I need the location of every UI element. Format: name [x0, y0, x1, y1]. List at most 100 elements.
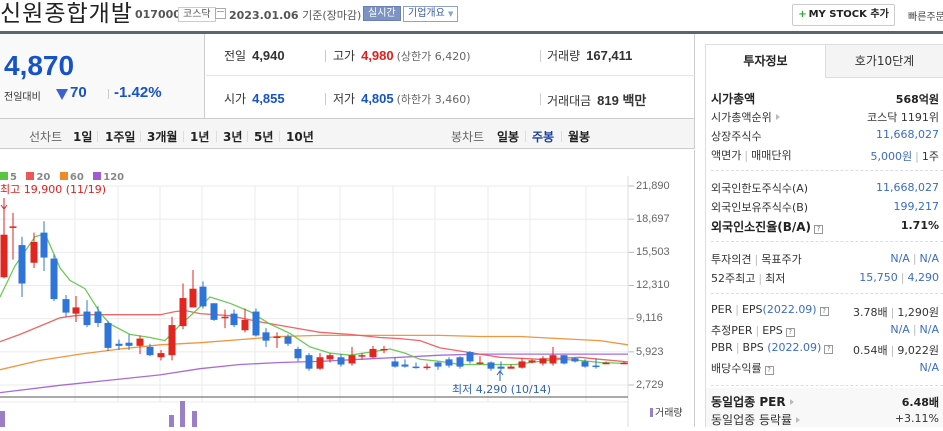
panel-divider — [0, 118, 695, 119]
market-cap-rank-value: 코스닥 1191위 — [867, 111, 939, 124]
period-3y[interactable]: 3년 — [223, 130, 243, 144]
par-value-amount: 5,000원 — [870, 150, 913, 163]
trade-amount-value: 819 백만 — [597, 93, 647, 108]
separator — [279, 131, 280, 142]
est-per-eps-label: 추정PER | EPS? — [711, 322, 795, 338]
arrow-right-icon — [775, 114, 780, 120]
week52-label: 52주최고 | 최저 — [711, 272, 786, 285]
quick-order-link[interactable]: 빠른주문 — [908, 12, 943, 23]
par-value-label: 액면가 | 매매단위 — [711, 149, 792, 162]
y-tick: 5,923 — [636, 346, 664, 358]
low-price: 저가 4,805 (하한가 3,460) — [333, 90, 471, 107]
trade-amount-label: 거래대금 — [547, 94, 592, 108]
separator — [97, 131, 98, 142]
week52-low-label: 최저 — [765, 272, 786, 285]
low-annotation: 최저 4,290 (10/14) — [452, 383, 552, 396]
prev-close-label: 전일 — [224, 49, 247, 63]
dividend-label: 배당수익률? — [711, 360, 774, 376]
foreign-holding-value: 199,217 — [893, 200, 940, 213]
my-stock-add-button[interactable]: + MY STOCK 추가 — [792, 4, 895, 26]
candle-monthly[interactable]: 월봉 — [568, 130, 591, 144]
y-tick: 9,116 — [636, 312, 663, 324]
separator — [108, 89, 109, 99]
y-tick: 12,310 — [636, 279, 670, 291]
change-percent: -1.42% — [114, 84, 162, 101]
upper-limit: (상한가 6,420) — [396, 50, 471, 63]
low-value: 4,805 — [361, 91, 394, 106]
par-value: 5,000원 | 1주 — [870, 150, 939, 163]
low-label: 저가 — [333, 92, 356, 106]
pbr-text: PBR — [711, 341, 733, 354]
lower-limit: (하한가 3,460) — [396, 93, 471, 106]
company-name: 신원종합개발 — [0, 1, 133, 27]
period-5y[interactable]: 5년 — [254, 130, 274, 144]
industry-per-link[interactable]: 동일업종 PER — [711, 393, 794, 410]
prev-close-value: 4,940 — [252, 48, 285, 63]
line-chart-label: 선차트 — [29, 130, 63, 144]
candle-chart-label: 봉차트 — [451, 130, 485, 144]
ma-legend: 5 20 60 120 — [0, 172, 124, 183]
company-overview-dropdown[interactable]: 기업개요 ▼ — [403, 6, 459, 22]
foreign-ratio-value: 1.71% — [900, 219, 939, 232]
candle-weekly[interactable]: 주봉 — [532, 130, 555, 144]
y-tick: 15,503 — [636, 246, 670, 258]
foreign-ratio-label: 외국인소진율(B/A)? — [711, 218, 824, 235]
pbr-period: (2022.09) — [767, 341, 822, 354]
est-per-value: N/A — [890, 323, 910, 336]
foreign-limit-value: 11,668,027 — [876, 181, 939, 194]
high-price: 고가 4,980 (상한가 6,420) — [333, 47, 471, 64]
period-1w[interactable]: 1주일 — [105, 130, 136, 144]
foreign-holding-label: 외국인보유주식수(B) — [711, 201, 809, 214]
candle-daily[interactable]: 일봉 — [497, 130, 520, 144]
tab-order-book[interactable]: 호가10단계 — [826, 44, 943, 78]
help-icon[interactable]: ? — [785, 328, 795, 337]
high-annotation: 최고 19,900 (11/19) — [0, 183, 107, 196]
high-label: 고가 — [333, 49, 356, 63]
period-3m[interactable]: 3개월 — [147, 130, 178, 144]
period-10y[interactable]: 10년 — [286, 130, 314, 144]
market-cap-rank-label: 시가총액순위 — [711, 111, 772, 124]
market-cap-label: 시가총액 — [711, 92, 756, 106]
listed-shares-value: 11,668,027 — [876, 128, 939, 141]
divider — [711, 385, 943, 386]
est-eps-text: EPS — [762, 324, 783, 337]
chevron-down-icon: ▼ — [448, 10, 454, 18]
pbr-bps-value: 0.54배 | 9,022원 — [853, 344, 939, 357]
high-value: 4,980 — [361, 48, 394, 63]
foreign-ratio-text: 외국인소진율(B/A) — [711, 220, 812, 234]
ma5-label: 5 — [10, 172, 17, 183]
bps-text: BPS — [742, 341, 764, 354]
stock-chart[interactable] — [0, 150, 695, 427]
change-label: 전일대비 — [4, 92, 41, 103]
industry-change-link[interactable]: 동일업종 등락률 — [711, 411, 801, 428]
down-arrow-icon — [56, 89, 68, 100]
realtime-button[interactable]: 실시간 — [363, 6, 401, 21]
row-divider — [206, 75, 695, 76]
week52-high-value: 15,750 — [859, 271, 898, 284]
candlestick-chart — [0, 176, 634, 427]
week52-value: 15,750 | 4,290 — [859, 271, 939, 284]
volume-legend: 거래량 — [650, 404, 683, 419]
help-icon[interactable]: ? — [814, 225, 824, 234]
stock-code: 017000 — [135, 8, 181, 21]
dividend-text: 배당수익률 — [711, 362, 762, 375]
help-icon[interactable]: ? — [819, 307, 829, 316]
help-icon[interactable]: ? — [764, 366, 774, 375]
date-basis: 기준(장마감) — [302, 9, 362, 22]
tab-investment-info[interactable]: 투자정보 — [705, 44, 826, 78]
eps-text: EPS — [741, 303, 763, 316]
period-1y[interactable]: 1년 — [190, 130, 210, 144]
volume-value: 167,411 — [586, 48, 633, 63]
dividend-value: N/A — [919, 361, 939, 374]
per-value: 3.78배 — [853, 306, 888, 319]
ma20-label: 20 — [36, 172, 51, 183]
help-icon[interactable]: ? — [824, 345, 834, 354]
period-1d[interactable]: 1일 — [73, 130, 93, 144]
y-tick: 2,729 — [636, 379, 664, 391]
separator — [183, 131, 184, 142]
separator — [525, 131, 526, 142]
est-eps-value: N/A — [919, 323, 939, 336]
ma120-swatch — [93, 172, 102, 180]
industry-change-label: 동일업종 등락률 — [711, 413, 793, 427]
market-cap-rank-link[interactable]: 시가총액순위 — [711, 109, 780, 125]
